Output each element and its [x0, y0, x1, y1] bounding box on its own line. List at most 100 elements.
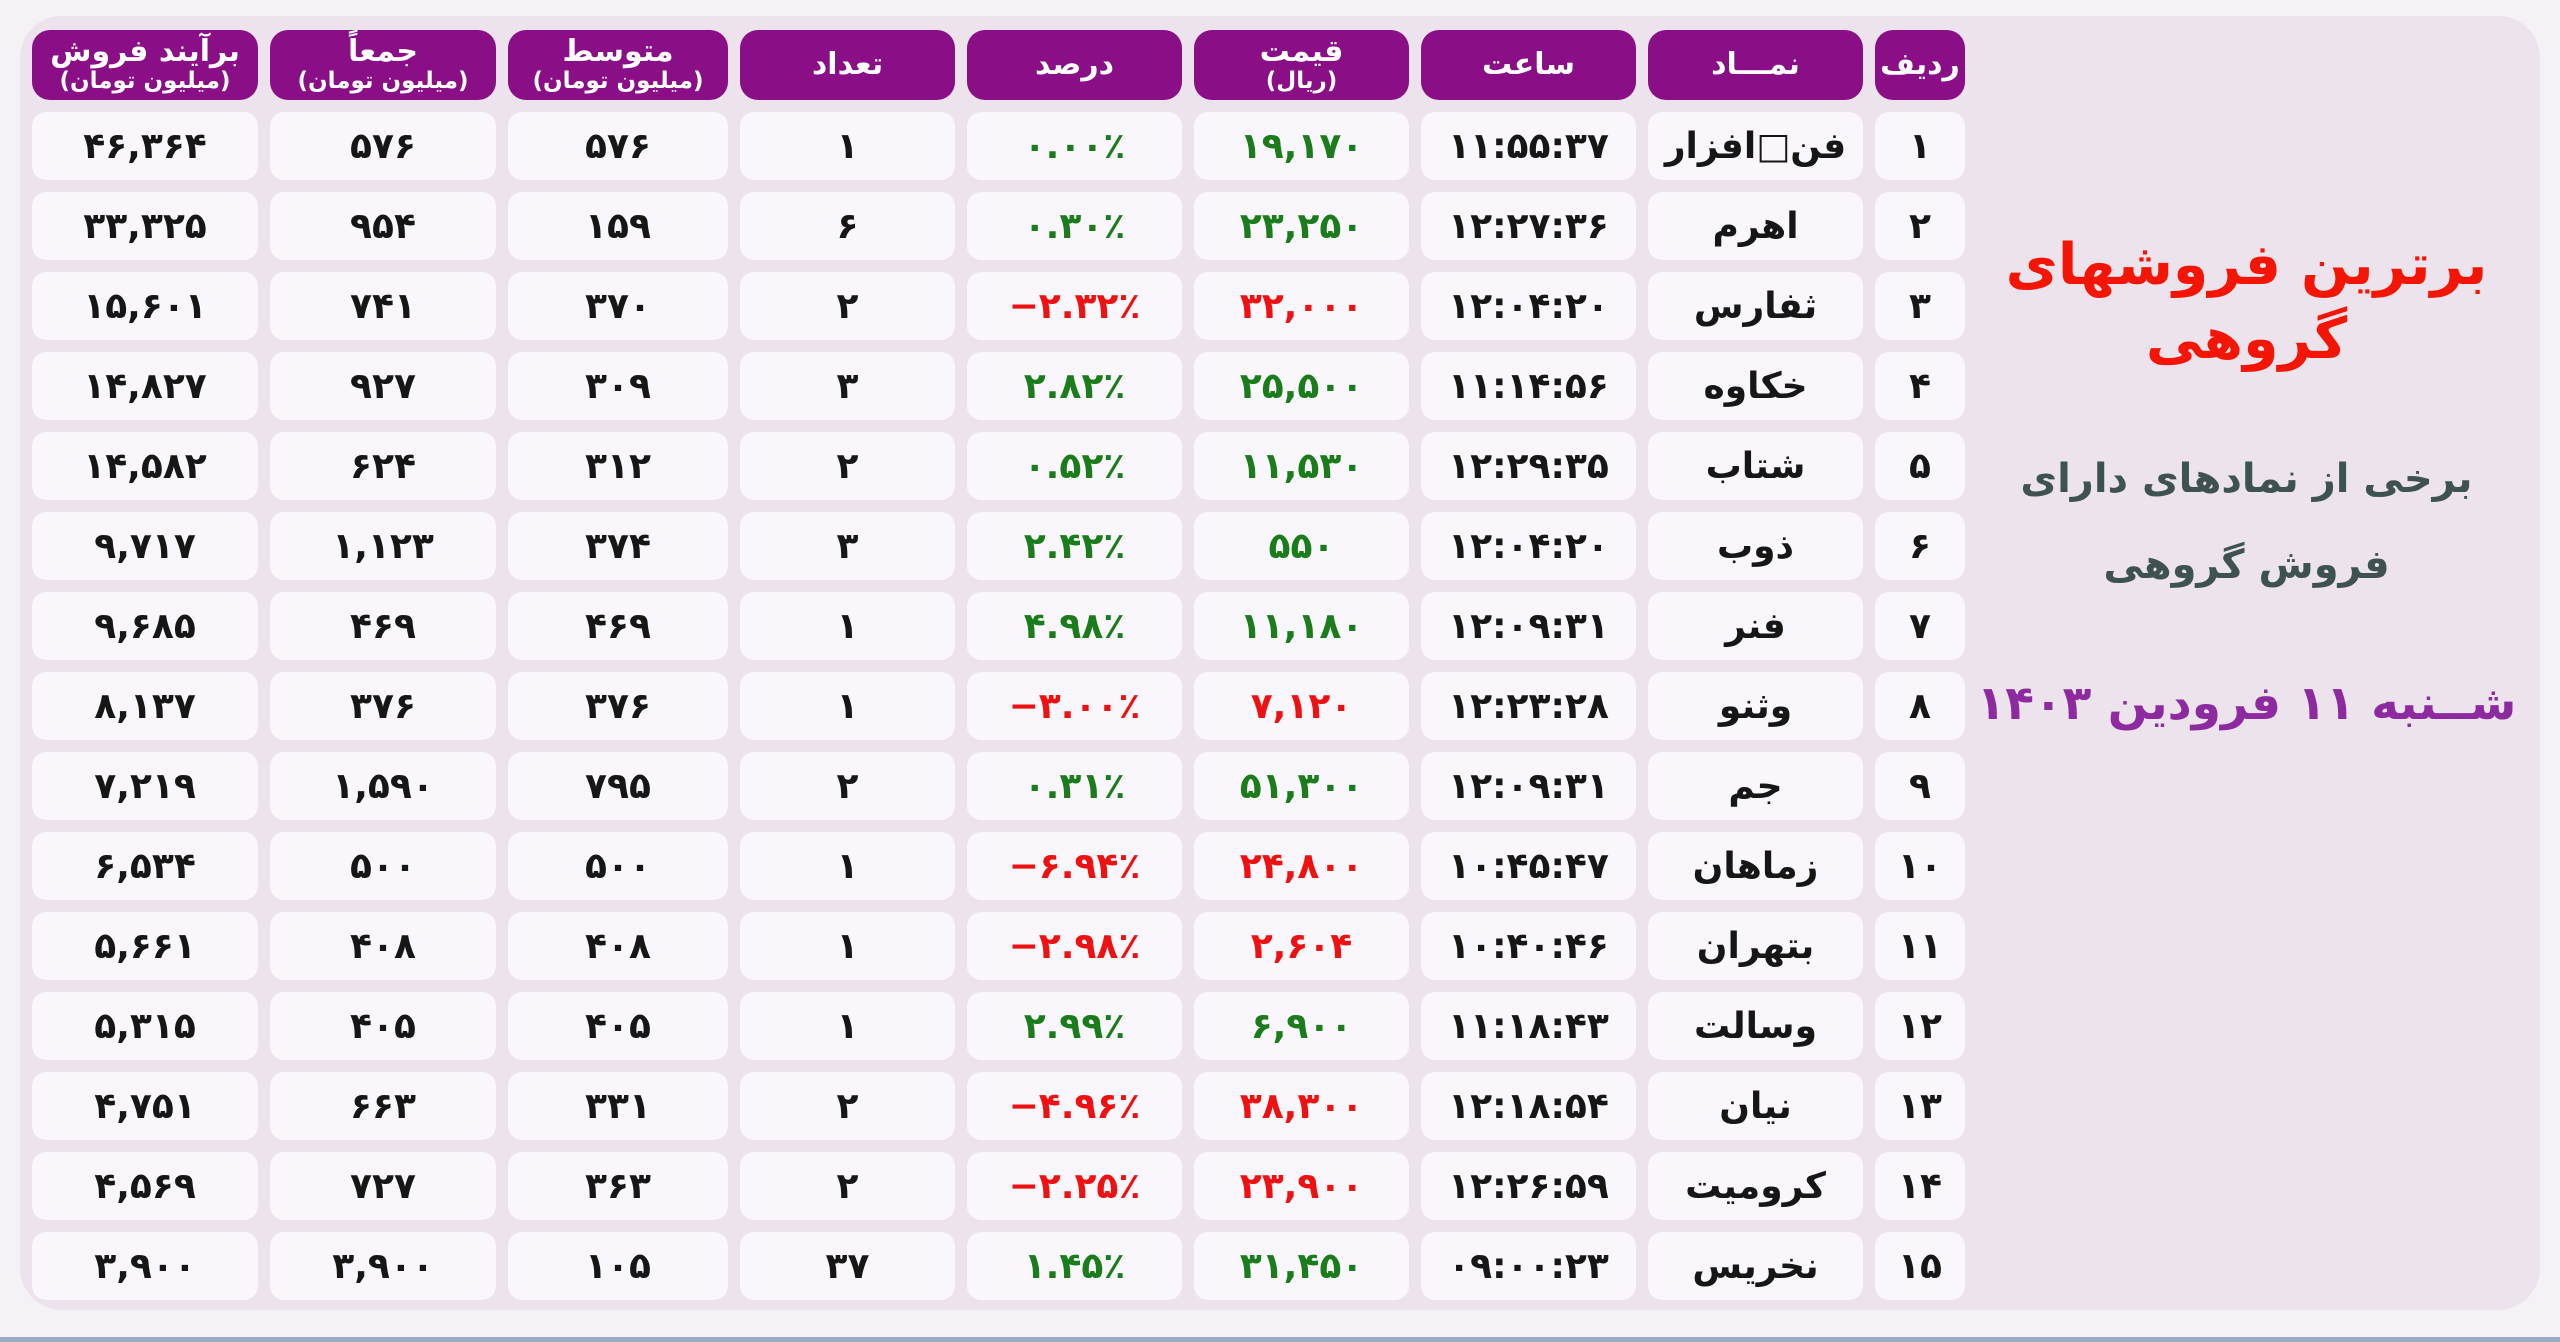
cell-tedad: ۱ — [740, 992, 955, 1060]
column-header-label: برآیند فروش — [50, 34, 240, 70]
cell-baraiand: ۱۴,۸۲۷ — [32, 352, 258, 420]
cell-baraiand: ۷,۲۱۹ — [32, 752, 258, 820]
cell-radif: ۱۵ — [1875, 1232, 1965, 1300]
cell-tedad: ۳۷ — [740, 1232, 955, 1300]
cell-gheymat: ۲۳,۹۰۰ — [1194, 1152, 1409, 1220]
column-header-label: قیمت — [1259, 34, 1344, 70]
cell-radif: ۸ — [1875, 672, 1965, 740]
cell-jaman: ۶۶۳ — [270, 1072, 496, 1140]
cell-gheymat: ۱۱,۵۳۰ — [1194, 432, 1409, 500]
column-header-label: ردیف — [1880, 46, 1960, 82]
cell-baraiand: ۴,۵۶۹ — [32, 1152, 258, 1220]
column-header-label: ساعت — [1481, 46, 1576, 82]
column-header-motevaset: متوسط (میلیون تومان) — [508, 30, 728, 100]
cell-jaman: ۹۲۷ — [270, 352, 496, 420]
cell-jaman: ۷۲۷ — [270, 1152, 496, 1220]
cell-gheymat: ۱۱,۱۸۰ — [1194, 592, 1409, 660]
cell-motevaset: ۷۹۵ — [508, 752, 728, 820]
cell-radif: ۱۱ — [1875, 912, 1965, 980]
cell-tedad: ۲ — [740, 1152, 955, 1220]
cell-jaman: ۷۴۱ — [270, 272, 496, 340]
cell-tedad: ۱ — [740, 672, 955, 740]
cell-baraiand: ۹,۶۸۵ — [32, 592, 258, 660]
cell-namad: جم — [1648, 752, 1863, 820]
cell-saat: ۱۰:۴۰:۴۶ — [1421, 912, 1636, 980]
cell-jaman: ۳۷۶ — [270, 672, 496, 740]
cell-jaman: ۴۰۸ — [270, 912, 496, 980]
cell-gheymat: ۳۲,۰۰۰ — [1194, 272, 1409, 340]
cell-motevaset: ۴۶۹ — [508, 592, 728, 660]
cell-saat: ۱۲:۱۸:۵۴ — [1421, 1072, 1636, 1140]
cell-saat: ۱۱:۵۵:۳۷ — [1421, 112, 1636, 180]
cell-namad: ذوب — [1648, 512, 1863, 580]
column-header-sublabel: (میلیون تومان) — [297, 67, 469, 94]
column-header-jaman: جمعاً (میلیون تومان) — [270, 30, 496, 100]
cell-darsad: ۲.۸۲٪ — [967, 352, 1182, 420]
cell-namad: وسالت — [1648, 992, 1863, 1060]
cell-baraiand: ۱۴,۵۸۲ — [32, 432, 258, 500]
cell-namad: فن□افزار — [1648, 112, 1863, 180]
cell-radif: ۱۰ — [1875, 832, 1965, 900]
cell-motevaset: ۳۷۶ — [508, 672, 728, 740]
cell-tedad: ۳ — [740, 512, 955, 580]
cell-jaman: ۹۵۴ — [270, 192, 496, 260]
cell-tedad: ۳ — [740, 352, 955, 420]
column-header-sublabel: (ریال) — [1265, 67, 1338, 94]
cell-saat: ۱۲:۰۴:۲۰ — [1421, 272, 1636, 340]
cell-tedad: ۲ — [740, 432, 955, 500]
cell-darsad: ۲.۴۲٪ — [967, 512, 1182, 580]
cell-motevaset: ۳۷۴ — [508, 512, 728, 580]
cell-baraiand: ۵,۶۶۱ — [32, 912, 258, 980]
cell-saat: ۱۲:۰۹:۳۱ — [1421, 592, 1636, 660]
cell-saat: ۱۱:۱۴:۵۶ — [1421, 352, 1636, 420]
cell-darsad: −۲.۹۸٪ — [967, 912, 1182, 980]
cell-gheymat: ۳۱,۴۵۰ — [1194, 1232, 1409, 1300]
cell-tedad: ۲ — [740, 1072, 955, 1140]
cell-darsad: −۶.۹۴٪ — [967, 832, 1182, 900]
column-header-radif: ردیف — [1875, 30, 1965, 100]
cell-namad: ثفارس — [1648, 272, 1863, 340]
cell-darsad: ۴.۹۸٪ — [967, 592, 1182, 660]
cell-gheymat: ۳۸,۳۰۰ — [1194, 1072, 1409, 1140]
date-label: شــنبه ۱۱ فرودین ۱۴۰۳ — [1976, 676, 2517, 732]
cell-darsad: ۱.۴۵٪ — [967, 1232, 1182, 1300]
cell-baraiand: ۴۶,۳۶۴ — [32, 112, 258, 180]
cell-baraiand: ۹,۷۱۷ — [32, 512, 258, 580]
column-header-sublabel: (میلیون تومان) — [59, 67, 231, 94]
cell-baraiand: ۴,۷۵۱ — [32, 1072, 258, 1140]
column-header-baraiand: برآیند فروش (میلیون تومان) — [32, 30, 258, 100]
cell-namad: شتاب — [1648, 432, 1863, 500]
cell-namad: کرومیت — [1648, 1152, 1863, 1220]
column-header-darsad: درصد — [967, 30, 1182, 100]
cell-saat: ۱۲:۰۴:۲۰ — [1421, 512, 1636, 580]
cell-tedad: ۲ — [740, 272, 955, 340]
cell-tedad: ۲ — [740, 752, 955, 820]
cell-darsad: −۲.۳۲٪ — [967, 272, 1182, 340]
cell-tedad: ۱ — [740, 912, 955, 980]
cell-motevaset: ۳۷۰ — [508, 272, 728, 340]
cell-radif: ۵ — [1875, 432, 1965, 500]
cell-namad: فنر — [1648, 592, 1863, 660]
cell-namad: خکاوه — [1648, 352, 1863, 420]
cell-radif: ۷ — [1875, 592, 1965, 660]
cell-gheymat: ۷,۱۲۰ — [1194, 672, 1409, 740]
cell-darsad: −۲.۲۵٪ — [967, 1152, 1182, 1220]
cell-saat: ۱۲:۲۳:۲۸ — [1421, 672, 1636, 740]
cell-baraiand: ۸,۱۳۷ — [32, 672, 258, 740]
column-header-tedad: تعداد — [740, 30, 955, 100]
subtitle-line-1: برخی از نمادهای دارای — [2020, 456, 2473, 503]
cell-radif: ۴ — [1875, 352, 1965, 420]
column-header-sublabel: (میلیون تومان) — [532, 67, 704, 94]
cell-saat: ۱۲:۰۹:۳۱ — [1421, 752, 1636, 820]
cell-motevaset: ۵۰۰ — [508, 832, 728, 900]
cell-baraiand: ۱۵,۶۰۱ — [32, 272, 258, 340]
column-header-label: نمـــاد — [1711, 46, 1800, 82]
cell-radif: ۱۲ — [1875, 992, 1965, 1060]
cell-saat: ۱۰:۴۵:۴۷ — [1421, 832, 1636, 900]
cell-baraiand: ۶,۵۳۴ — [32, 832, 258, 900]
cell-gheymat: ۲۵,۵۰۰ — [1194, 352, 1409, 420]
cell-darsad: ۰.۳۰٪ — [967, 192, 1182, 260]
cell-darsad: −۴.۹۶٪ — [967, 1072, 1182, 1140]
cell-namad: نخریس — [1648, 1232, 1863, 1300]
cell-namad: وثنو — [1648, 672, 1863, 740]
